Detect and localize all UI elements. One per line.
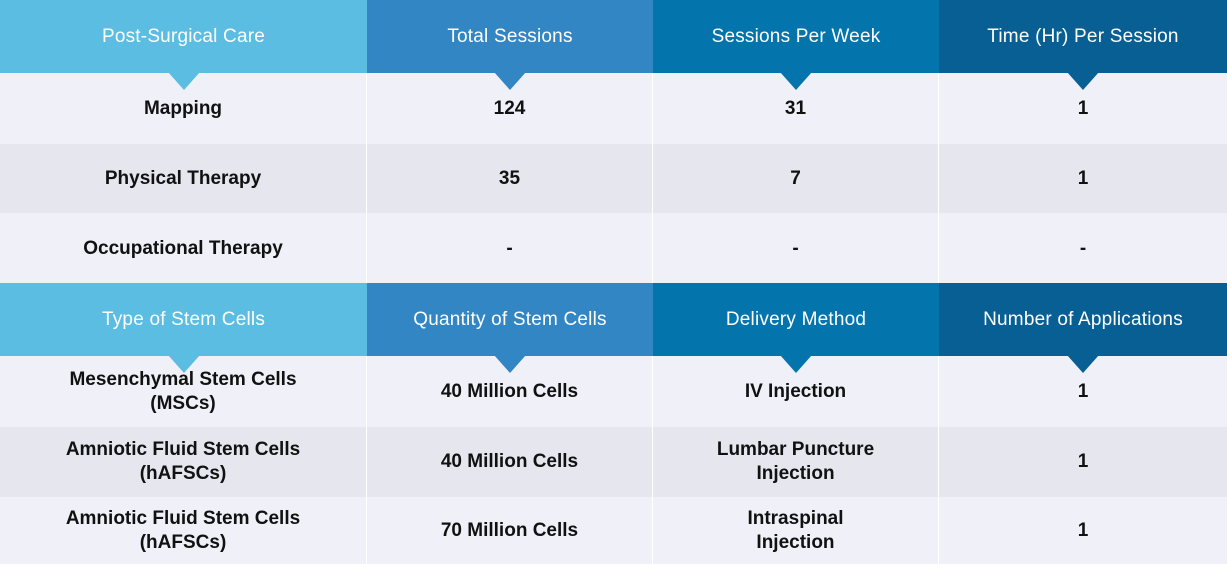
table-cell: Intraspinal Injection xyxy=(653,497,939,564)
cell-text: 1 xyxy=(1077,380,1089,402)
table-cell: - xyxy=(939,213,1227,284)
column-header-label: Time (Hr) Per Session xyxy=(987,25,1179,47)
table-cell: Physical Therapy xyxy=(0,144,367,213)
table-cell: Mesenchymal Stem Cells (MSCs) xyxy=(0,356,367,427)
table-cell: 1 xyxy=(939,73,1227,144)
cell-text: - xyxy=(1079,237,1087,259)
table-cell: 31 xyxy=(653,73,939,144)
cell-text: Lumbar Puncture Injection xyxy=(716,439,875,484)
table-cell: Amniotic Fluid Stem Cells (hAFSCs) xyxy=(0,427,367,497)
cell-text: 1 xyxy=(1077,167,1089,189)
table-cell: Amniotic Fluid Stem Cells (hAFSCs) xyxy=(0,497,367,564)
column-header: Number of Applications xyxy=(939,283,1227,373)
table-cell: Occupational Therapy xyxy=(0,213,367,284)
column-header: Total Sessions xyxy=(367,0,653,90)
table-cell: 35 xyxy=(367,144,653,213)
table-cell: IV Injection xyxy=(653,356,939,427)
cell-text: Mesenchymal Stem Cells (MSCs) xyxy=(69,368,297,414)
column-header-label: Sessions Per Week xyxy=(711,25,881,47)
table-cell: 124 xyxy=(367,73,653,144)
cell-text: Mapping xyxy=(143,97,223,119)
cell-text: Amniotic Fluid Stem Cells (hAFSCs) xyxy=(65,439,301,484)
cell-text: 7 xyxy=(790,167,801,189)
table-cell: 40 Million Cells xyxy=(367,356,653,427)
table-row: Mapping 124 31 1 xyxy=(0,73,1227,144)
table-row: Amniotic Fluid Stem Cells (hAFSCs) 70 Mi… xyxy=(0,497,1227,564)
table-cell: 1 xyxy=(939,144,1227,213)
table-cell: Mapping xyxy=(0,73,367,144)
stem-cells-table: Type of Stem Cells Quantity of Stem Cell… xyxy=(0,283,1227,564)
table-cell: 40 Million Cells xyxy=(367,427,653,497)
column-header: Type of Stem Cells xyxy=(0,283,367,373)
table-cell: Lumbar Puncture Injection xyxy=(653,427,939,497)
table-cell: - xyxy=(653,213,939,284)
cell-text: Physical Therapy xyxy=(104,167,262,189)
table-cell: 7 xyxy=(653,144,939,213)
table-cell: - xyxy=(367,213,653,284)
column-header-label: Number of Applications xyxy=(983,308,1183,330)
column-header-label: Post-Surgical Care xyxy=(101,25,266,47)
cell-text: Intraspinal Injection xyxy=(747,507,844,553)
column-header: Sessions Per Week xyxy=(653,0,939,90)
table-cell: 1 xyxy=(939,356,1227,427)
cell-text: - xyxy=(792,237,799,259)
cell-text: 1 xyxy=(1077,451,1089,472)
column-header-label: Quantity of Stem Cells xyxy=(413,308,607,330)
table-cell: 1 xyxy=(939,497,1227,564)
cell-text: 40 Million Cells xyxy=(440,380,579,402)
cell-text: 1 xyxy=(1077,519,1089,541)
table-row: Occupational Therapy - - - xyxy=(0,213,1227,284)
table-row: Amniotic Fluid Stem Cells (hAFSCs) 40 Mi… xyxy=(0,427,1227,497)
table-cell: 70 Million Cells xyxy=(367,497,653,564)
post-surgical-care-table: Post-Surgical Care Total Sessions Sessio… xyxy=(0,0,1227,284)
column-header-label: Delivery Method xyxy=(725,308,867,330)
column-header-label: Total Sessions xyxy=(447,25,573,47)
cell-text: 1 xyxy=(1077,97,1089,119)
table-cell: 1 xyxy=(939,427,1227,497)
table-row: Mesenchymal Stem Cells (MSCs) 40 Million… xyxy=(0,356,1227,427)
column-header: Quantity of Stem Cells xyxy=(367,283,653,373)
cell-text: Amniotic Fluid Stem Cells (hAFSCs) xyxy=(65,507,301,553)
cell-text: IV Injection xyxy=(744,380,847,402)
table-header-row: Type of Stem Cells Quantity of Stem Cell… xyxy=(0,283,1227,373)
cell-text: 124 xyxy=(493,97,526,119)
column-header: Post-Surgical Care xyxy=(0,0,367,90)
column-header: Delivery Method xyxy=(653,283,939,373)
cell-text: 35 xyxy=(498,167,521,189)
cell-text: Occupational Therapy xyxy=(83,237,283,259)
cell-text: 31 xyxy=(784,97,807,119)
cell-text: 40 Million Cells xyxy=(440,451,579,472)
column-header-label: Type of Stem Cells xyxy=(101,308,266,330)
table-row: Physical Therapy 35 7 1 xyxy=(0,144,1227,213)
cell-text: - xyxy=(506,237,513,259)
cell-text: 70 Million Cells xyxy=(440,519,579,541)
table-header-row: Post-Surgical Care Total Sessions Sessio… xyxy=(0,0,1227,90)
column-header: Time (Hr) Per Session xyxy=(939,0,1227,90)
